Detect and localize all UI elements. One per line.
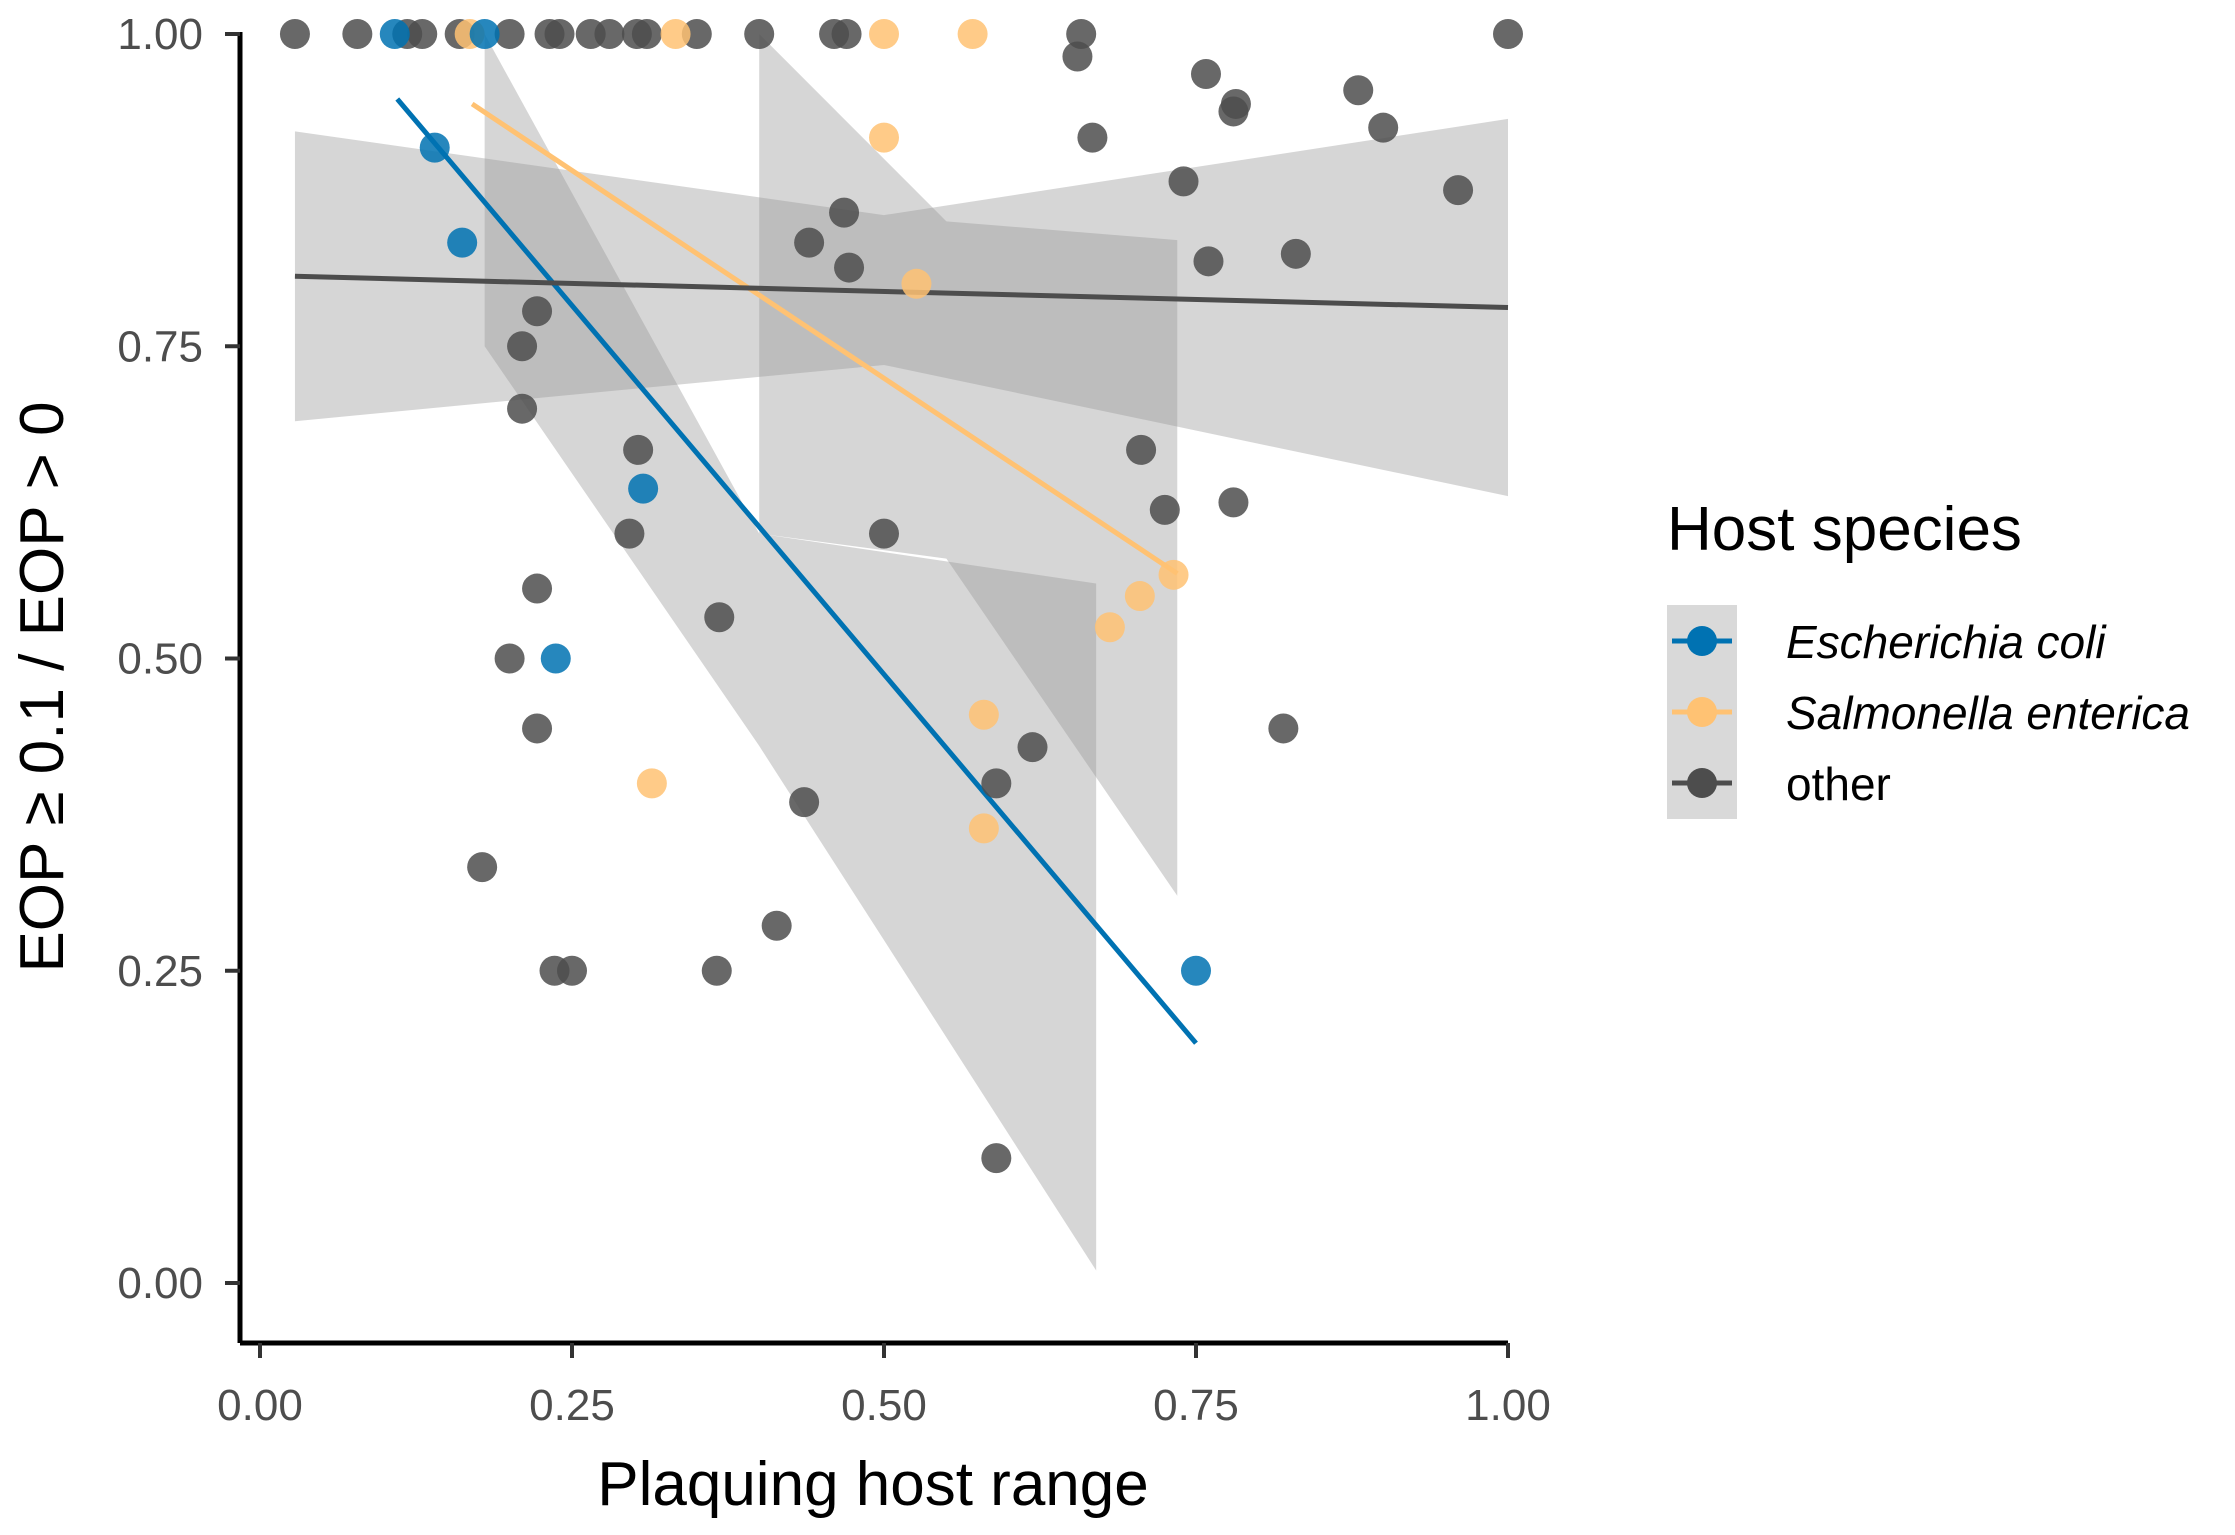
point-other-7 [544, 19, 575, 49]
point-other-40 [522, 573, 553, 604]
fit-line-salmonella-enterica [470, 101, 1179, 576]
fit-line-escherichia-coli [395, 97, 1198, 1045]
x-tick-label-4: 1.00 [1465, 1381, 1551, 1430]
point-escherichia-coli-2 [419, 132, 450, 163]
legend-label-escherichia-coli: Escherichia coli [1786, 616, 2107, 668]
point-other-23 [1077, 122, 1108, 153]
point-other-0 [279, 19, 310, 49]
point-other-38 [614, 518, 645, 549]
point-other-41 [704, 602, 735, 633]
point-other-15 [831, 19, 862, 49]
y-tick-label-0: 0.00 [117, 1259, 203, 1308]
point-other-35 [1126, 434, 1157, 465]
point-other-21 [1343, 75, 1374, 106]
point-other-25 [1443, 175, 1474, 206]
point-salmonella-enterica-7 [1124, 581, 1155, 612]
point-other-33 [507, 393, 538, 424]
point-other-45 [1017, 732, 1048, 763]
point-escherichia-coli-3 [447, 227, 478, 258]
point-escherichia-coli-0 [379, 19, 410, 49]
point-salmonella-enterica-9 [968, 699, 999, 730]
point-other-53 [981, 1143, 1012, 1174]
legend-key-point-salmonella-enterica [1687, 697, 1717, 727]
point-other-34 [623, 434, 654, 465]
point-salmonella-enterica-10 [636, 768, 667, 799]
legend-label-other: other [1786, 758, 1891, 810]
point-salmonella-enterica-11 [968, 813, 999, 844]
point-salmonella-enterica-8 [1094, 612, 1125, 643]
ci-ribbon-salmonella-enterica [759, 34, 1178, 896]
point-other-42 [494, 643, 525, 674]
point-other-39 [869, 518, 899, 549]
x-tick-label-2: 0.50 [841, 1381, 927, 1430]
point-other-12 [681, 19, 712, 49]
point-other-17 [1062, 41, 1093, 72]
point-other-43 [522, 713, 553, 744]
legend-key-point-other [1687, 768, 1717, 798]
point-escherichia-coli-5 [540, 643, 571, 674]
point-other-37 [1218, 487, 1249, 518]
legend-key-point-escherichia-coli [1687, 626, 1717, 656]
point-other-9 [594, 19, 625, 49]
point-other-5 [494, 19, 525, 49]
point-other-44 [1268, 713, 1299, 744]
fit-line-other [294, 273, 1509, 311]
point-other-22 [1368, 112, 1399, 143]
point-other-54 [1493, 19, 1523, 49]
x-axis-title: Plaquing host range [597, 1450, 1149, 1519]
point-other-49 [761, 910, 792, 941]
point-escherichia-coli-6 [1181, 955, 1211, 986]
point-other-24 [1168, 166, 1199, 197]
legend-keys [1672, 626, 1732, 798]
x-tick-label-0: 0.00 [217, 1381, 303, 1430]
point-other-18 [1190, 58, 1221, 89]
y-tick-label-3: 0.75 [117, 322, 203, 371]
point-other-52 [701, 955, 732, 986]
point-salmonella-enterica-5 [901, 268, 932, 299]
point-other-1 [342, 19, 373, 49]
legend-label-salmonella-enterica: Salmonella enterica [1786, 687, 2190, 739]
point-other-48 [467, 852, 498, 883]
point-escherichia-coli-1 [469, 19, 500, 49]
ci-ribbon-escherichia-coli [484, 34, 1097, 1271]
y-axis-title: EOP ≥ 0.1 / EOP > 0 [8, 401, 77, 972]
point-other-32 [507, 331, 538, 362]
point-other-27 [794, 227, 825, 258]
y-tick-label-1: 0.25 [117, 947, 203, 996]
y-tick-label-4: 1.00 [117, 10, 203, 59]
legend: Host species Escherichia coli Salmonella… [1667, 495, 2190, 819]
point-salmonella-enterica-6 [1158, 559, 1189, 590]
point-salmonella-enterica-4 [869, 122, 899, 153]
x-tick-label-1: 0.25 [529, 1381, 615, 1430]
axes: 0.00 0.25 0.50 0.75 1.00 0.00 0.25 0.50 0.75 1.0… [117, 10, 1550, 1430]
point-other-51 [557, 955, 587, 986]
point-salmonella-enterica-1 [660, 19, 691, 49]
y-axis-ticks: 0.00 0.25 0.50 0.75 1.00 [117, 10, 240, 1308]
y-tick-label-2: 0.50 [117, 635, 203, 684]
point-other-36 [1149, 494, 1180, 525]
point-other-13 [744, 19, 775, 49]
point-salmonella-enterica-3 [957, 19, 988, 49]
point-other-30 [1280, 238, 1311, 269]
x-tick-label-3: 0.75 [1153, 1381, 1239, 1430]
point-other-16 [1066, 19, 1097, 49]
point-other-46 [981, 768, 1012, 799]
legend-title: Host species [1667, 495, 2022, 564]
point-other-20 [1218, 96, 1249, 127]
point-escherichia-coli-4 [628, 473, 659, 504]
data-points [279, 19, 1523, 1174]
confidence-ribbons [294, 34, 1509, 1271]
ci-ribbon-other [294, 118, 1509, 497]
point-other-29 [1193, 246, 1224, 277]
regression-lines [294, 97, 1509, 1045]
point-other-11 [631, 19, 662, 49]
point-other-3 [407, 19, 438, 49]
point-other-26 [829, 197, 860, 228]
point-other-47 [789, 787, 820, 818]
point-other-28 [834, 252, 865, 283]
point-salmonella-enterica-2 [869, 19, 899, 49]
point-other-31 [522, 296, 553, 327]
x-axis-ticks: 0.00 0.25 0.50 0.75 1.00 [217, 1343, 1551, 1430]
